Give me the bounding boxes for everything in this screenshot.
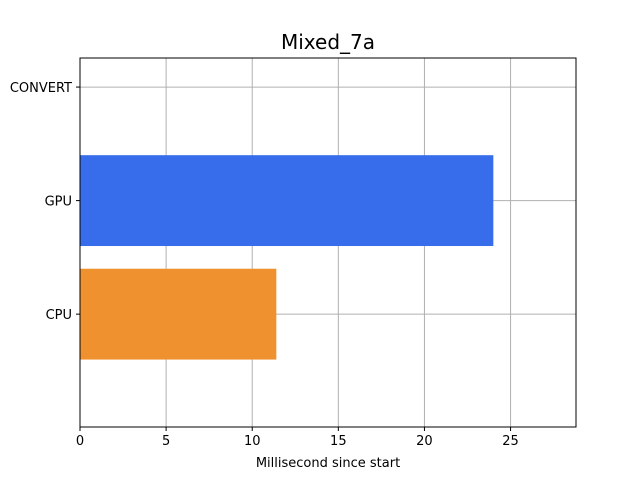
x-tick-label: 5 [162,434,170,449]
y-tick-label-gpu: GPU [45,195,72,210]
x-tick-label: 0 [76,434,84,449]
bars [80,155,494,360]
bar-cpu [80,268,277,360]
x-axis-label: Millisecond since start [256,456,400,471]
bar-gpu [80,155,494,247]
x-tick-label: 25 [502,434,519,449]
ticks: 0 5 10 15 20 25 CPU GPU CONVERT [10,81,519,449]
x-tick-label: 15 [330,434,347,449]
plot-frame [79,57,577,428]
y-tick-label-convert: CONVERT [10,81,72,96]
x-tick-label: 20 [416,434,433,449]
x-tick-label: 10 [244,434,261,449]
chart-title: Mixed_7a [281,30,375,54]
y-tick-label-cpu: CPU [46,308,72,323]
